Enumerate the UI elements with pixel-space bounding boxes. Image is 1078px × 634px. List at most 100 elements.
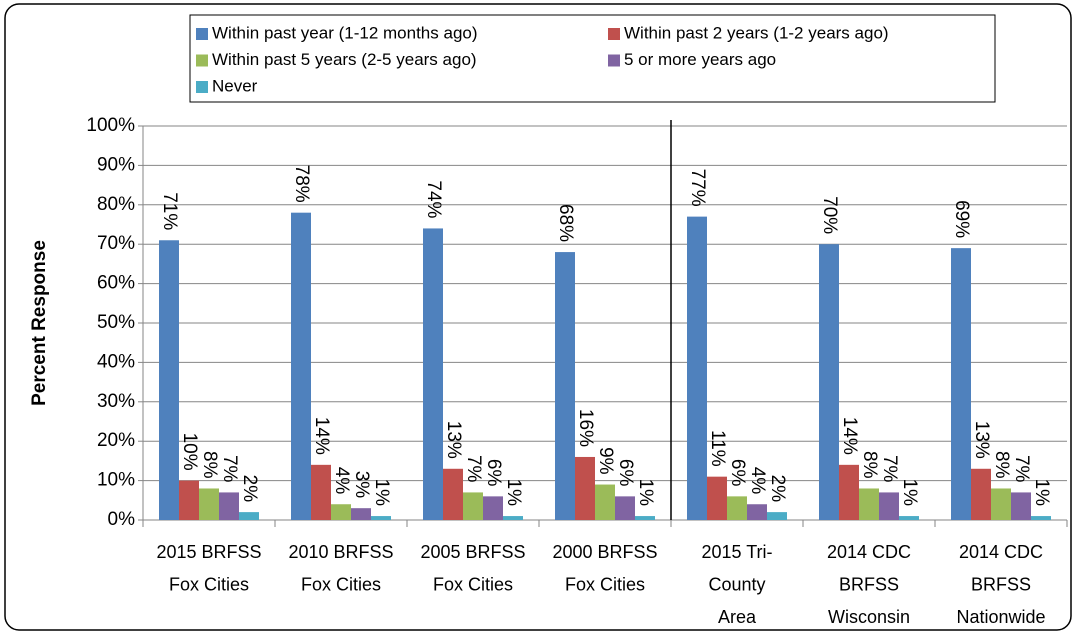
value-label: 14%: [839, 417, 860, 455]
x-tick-label: Fox Cities: [433, 574, 513, 594]
bar: [727, 496, 747, 520]
bar: [687, 216, 707, 520]
bar: [615, 496, 635, 520]
x-tick-label: Nationwide: [956, 607, 1045, 627]
y-tick-label: 0%: [108, 509, 136, 530]
y-tick-label: 50%: [97, 312, 135, 333]
value-label: 70%: [819, 196, 840, 234]
value-label: 3%: [351, 471, 372, 499]
value-label: 6%: [483, 459, 504, 487]
x-tick-label: Fox Cities: [301, 574, 381, 594]
y-tick-label: 100%: [86, 115, 135, 136]
bar: [767, 512, 787, 520]
bar: [239, 512, 259, 520]
legend-label: Within past 5 years (2-5 years ago): [212, 50, 477, 69]
bar: [199, 488, 219, 520]
value-label: 16%: [575, 409, 596, 447]
x-tick-label: BRFSS: [971, 574, 1031, 594]
y-tick-label: 70%: [97, 233, 135, 254]
value-label: 2%: [239, 475, 260, 503]
bar: [483, 496, 503, 520]
x-tick-label: Fox Cities: [169, 574, 249, 594]
value-label: 77%: [687, 169, 708, 207]
y-tick-label: 20%: [97, 430, 135, 451]
value-label: 8%: [199, 451, 220, 479]
bar: [879, 492, 899, 520]
bar: [291, 212, 311, 520]
value-label: 1%: [503, 479, 524, 507]
bar: [707, 476, 727, 520]
legend-label: Within past year (1-12 months ago): [212, 23, 478, 42]
x-tick-label: 2000 BRFSS: [552, 542, 657, 562]
bar: [991, 488, 1011, 520]
bar: [443, 468, 463, 520]
y-tick-label: 40%: [97, 351, 135, 372]
value-label: 74%: [423, 180, 444, 218]
x-tick-label: County: [708, 574, 765, 594]
value-label: 68%: [555, 204, 576, 242]
bar: [503, 516, 523, 520]
bar: [423, 228, 443, 520]
bar: [1011, 492, 1031, 520]
value-label: 14%: [311, 417, 332, 455]
value-label: 7%: [219, 455, 240, 483]
bar: [311, 464, 331, 520]
value-label: 78%: [291, 165, 312, 203]
y-tick-label: 10%: [97, 470, 135, 491]
y-axis-title: Percent Response: [29, 240, 50, 406]
bar: [219, 492, 239, 520]
value-label: 13%: [443, 421, 464, 459]
value-label: 69%: [951, 200, 972, 238]
bar: [575, 456, 595, 520]
bar: [351, 508, 371, 520]
y-tick-label: 90%: [97, 154, 135, 175]
value-label: 7%: [879, 455, 900, 483]
legend-swatch: [608, 54, 620, 67]
legend-box: [189, 14, 996, 103]
chart-border: [4, 3, 1072, 631]
value-label: 1%: [371, 479, 392, 507]
x-tick-label: Wisconsin: [828, 607, 910, 627]
x-tick-label: 2015 Tri-: [701, 542, 772, 562]
value-label: 9%: [595, 447, 616, 475]
value-label: 1%: [1031, 479, 1052, 507]
bar: [595, 484, 615, 520]
x-tick-label: 2005 BRFSS: [420, 542, 525, 562]
bar: [555, 252, 575, 520]
bar: [839, 464, 859, 520]
x-tick-label: 2015 BRFSS: [156, 542, 261, 562]
value-label: 2%: [767, 475, 788, 503]
bar: [635, 516, 655, 520]
x-tick-label: BRFSS: [839, 574, 899, 594]
value-label: 4%: [331, 467, 352, 495]
bar: [951, 248, 971, 520]
y-tick-label: 80%: [97, 194, 135, 215]
value-label: 8%: [859, 451, 880, 479]
bar: [971, 468, 991, 520]
value-label: 1%: [899, 479, 920, 507]
x-tick-label: 2010 BRFSS: [288, 542, 393, 562]
y-tick-label: 60%: [97, 273, 135, 294]
value-label: 8%: [991, 451, 1012, 479]
value-label: 13%: [971, 421, 992, 459]
value-label: 6%: [615, 459, 636, 487]
y-tick-label: 30%: [97, 391, 135, 412]
legend-swatch: [196, 81, 208, 93]
value-label: 6%: [727, 459, 748, 487]
bar: [179, 480, 199, 520]
x-tick-label: 2014 CDC: [959, 542, 1043, 562]
bar: [819, 244, 839, 520]
value-label: 1%: [635, 479, 656, 507]
legend-label: Never: [212, 76, 258, 95]
value-label: 7%: [1011, 455, 1032, 483]
legend-label: Within past 2 years (1-2 years ago): [624, 23, 889, 42]
bar: [1031, 516, 1051, 520]
legend-swatch: [196, 54, 208, 67]
legend-label: 5 or more years ago: [624, 50, 776, 69]
x-tick-label: Fox Cities: [565, 574, 645, 594]
x-tick-label: Area: [718, 607, 757, 627]
x-tick-label: 2014 CDC: [827, 542, 911, 562]
value-label: 11%: [707, 430, 728, 467]
value-label: 4%: [747, 467, 768, 495]
bar: [371, 516, 391, 520]
